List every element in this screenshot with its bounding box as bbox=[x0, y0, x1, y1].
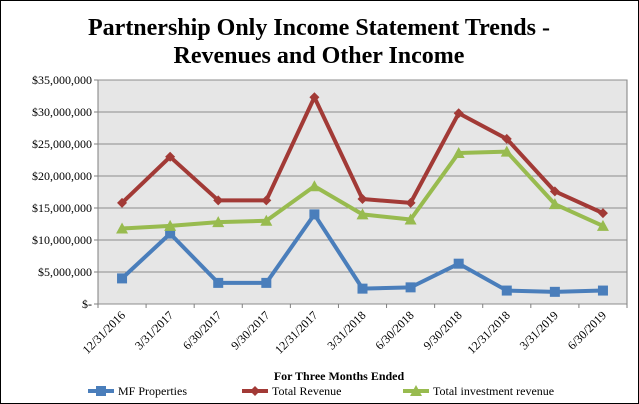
x-tick-label: 12/31/2016 bbox=[80, 308, 129, 357]
legend-swatch-marker bbox=[250, 386, 260, 396]
legend-label: Total Revenue bbox=[272, 384, 341, 398]
data-point bbox=[356, 208, 369, 220]
data-point bbox=[405, 282, 416, 293]
y-tick-label: $25,000,000 bbox=[32, 137, 92, 151]
y-axis-ticks: $- $5,000,000 $10,000,000 $15,000,000 $20,00… bbox=[32, 73, 98, 311]
legend-item: Total Revenue bbox=[242, 384, 341, 398]
x-tick-label: 9/30/2017 bbox=[228, 308, 272, 352]
x-tick-label: 3/31/2017 bbox=[132, 308, 176, 352]
legend-label: Total investment revenue bbox=[433, 384, 554, 398]
data-point bbox=[596, 219, 609, 231]
data-point bbox=[357, 283, 368, 294]
y-tick-label: $10,000,000 bbox=[32, 233, 92, 247]
legend-item: Total investment revenue bbox=[403, 384, 554, 398]
x-tick-label: 6/30/2017 bbox=[180, 308, 224, 352]
data-point bbox=[452, 146, 465, 158]
x-axis-ticks: 12/31/2016 3/31/2017 6/30/2017 9/30/2017 12/… bbox=[80, 304, 628, 357]
plot-area bbox=[97, 79, 628, 305]
y-tick-label: $20,000,000 bbox=[32, 169, 92, 183]
data-point bbox=[549, 286, 560, 297]
chart-title-line-2: Revenues and Other Income bbox=[174, 43, 465, 69]
legend-label: MF Properties bbox=[118, 384, 187, 398]
data-point bbox=[116, 222, 129, 234]
data-point bbox=[501, 285, 512, 296]
data-point bbox=[309, 92, 320, 103]
y-tick-label: $5,000,000 bbox=[38, 265, 92, 279]
x-tick-label: 6/30/2018 bbox=[372, 308, 416, 352]
data-point bbox=[212, 216, 225, 228]
legend: MF Properties Total Revenue Total investme… bbox=[88, 384, 554, 398]
x-tick-label: 3/31/2018 bbox=[324, 308, 368, 352]
x-tick-label: 9/30/2018 bbox=[420, 308, 464, 352]
legend-swatch-marker bbox=[410, 385, 422, 396]
legend-item: MF Properties bbox=[88, 384, 187, 398]
data-point bbox=[453, 258, 464, 269]
data-point bbox=[117, 273, 128, 284]
x-axis-title: For Three Months Ended bbox=[274, 369, 405, 383]
data-point bbox=[165, 228, 176, 239]
data-point bbox=[308, 180, 321, 192]
data-point bbox=[453, 108, 464, 119]
data-point bbox=[404, 213, 417, 225]
gridlines bbox=[98, 79, 627, 305]
y-tick-label: $15,000,000 bbox=[32, 201, 92, 215]
x-tick-label: 6/30/2019 bbox=[565, 308, 609, 352]
x-tick-label: 12/31/2018 bbox=[464, 308, 513, 357]
data-point bbox=[260, 214, 273, 226]
data-point bbox=[261, 195, 272, 206]
series-0 bbox=[117, 209, 608, 297]
series-lines bbox=[116, 92, 609, 297]
data-point bbox=[405, 197, 416, 208]
data-point bbox=[213, 195, 224, 206]
data-point bbox=[548, 198, 561, 210]
data-point bbox=[597, 285, 608, 296]
x-tick-label: 12/31/2017 bbox=[272, 308, 321, 357]
data-point bbox=[500, 145, 513, 157]
x-tick-label: 3/31/2019 bbox=[517, 308, 561, 352]
data-point bbox=[549, 186, 560, 197]
y-tick-label: $- bbox=[82, 297, 92, 311]
series-1 bbox=[117, 92, 608, 219]
y-tick-label: $30,000,000 bbox=[32, 105, 92, 119]
series-2 bbox=[116, 145, 609, 234]
data-point bbox=[213, 277, 224, 288]
data-point bbox=[501, 133, 512, 144]
data-point bbox=[164, 219, 177, 231]
data-point bbox=[165, 151, 176, 162]
data-point bbox=[357, 194, 368, 205]
data-point bbox=[597, 208, 608, 219]
data-point bbox=[117, 197, 128, 208]
legend-swatch-marker bbox=[96, 386, 106, 396]
data-point bbox=[261, 277, 272, 288]
data-point bbox=[309, 209, 320, 220]
y-tick-label: $35,000,000 bbox=[32, 73, 92, 87]
chart-title-line-1: Partnership Only Income Statement Trends… bbox=[88, 15, 550, 41]
